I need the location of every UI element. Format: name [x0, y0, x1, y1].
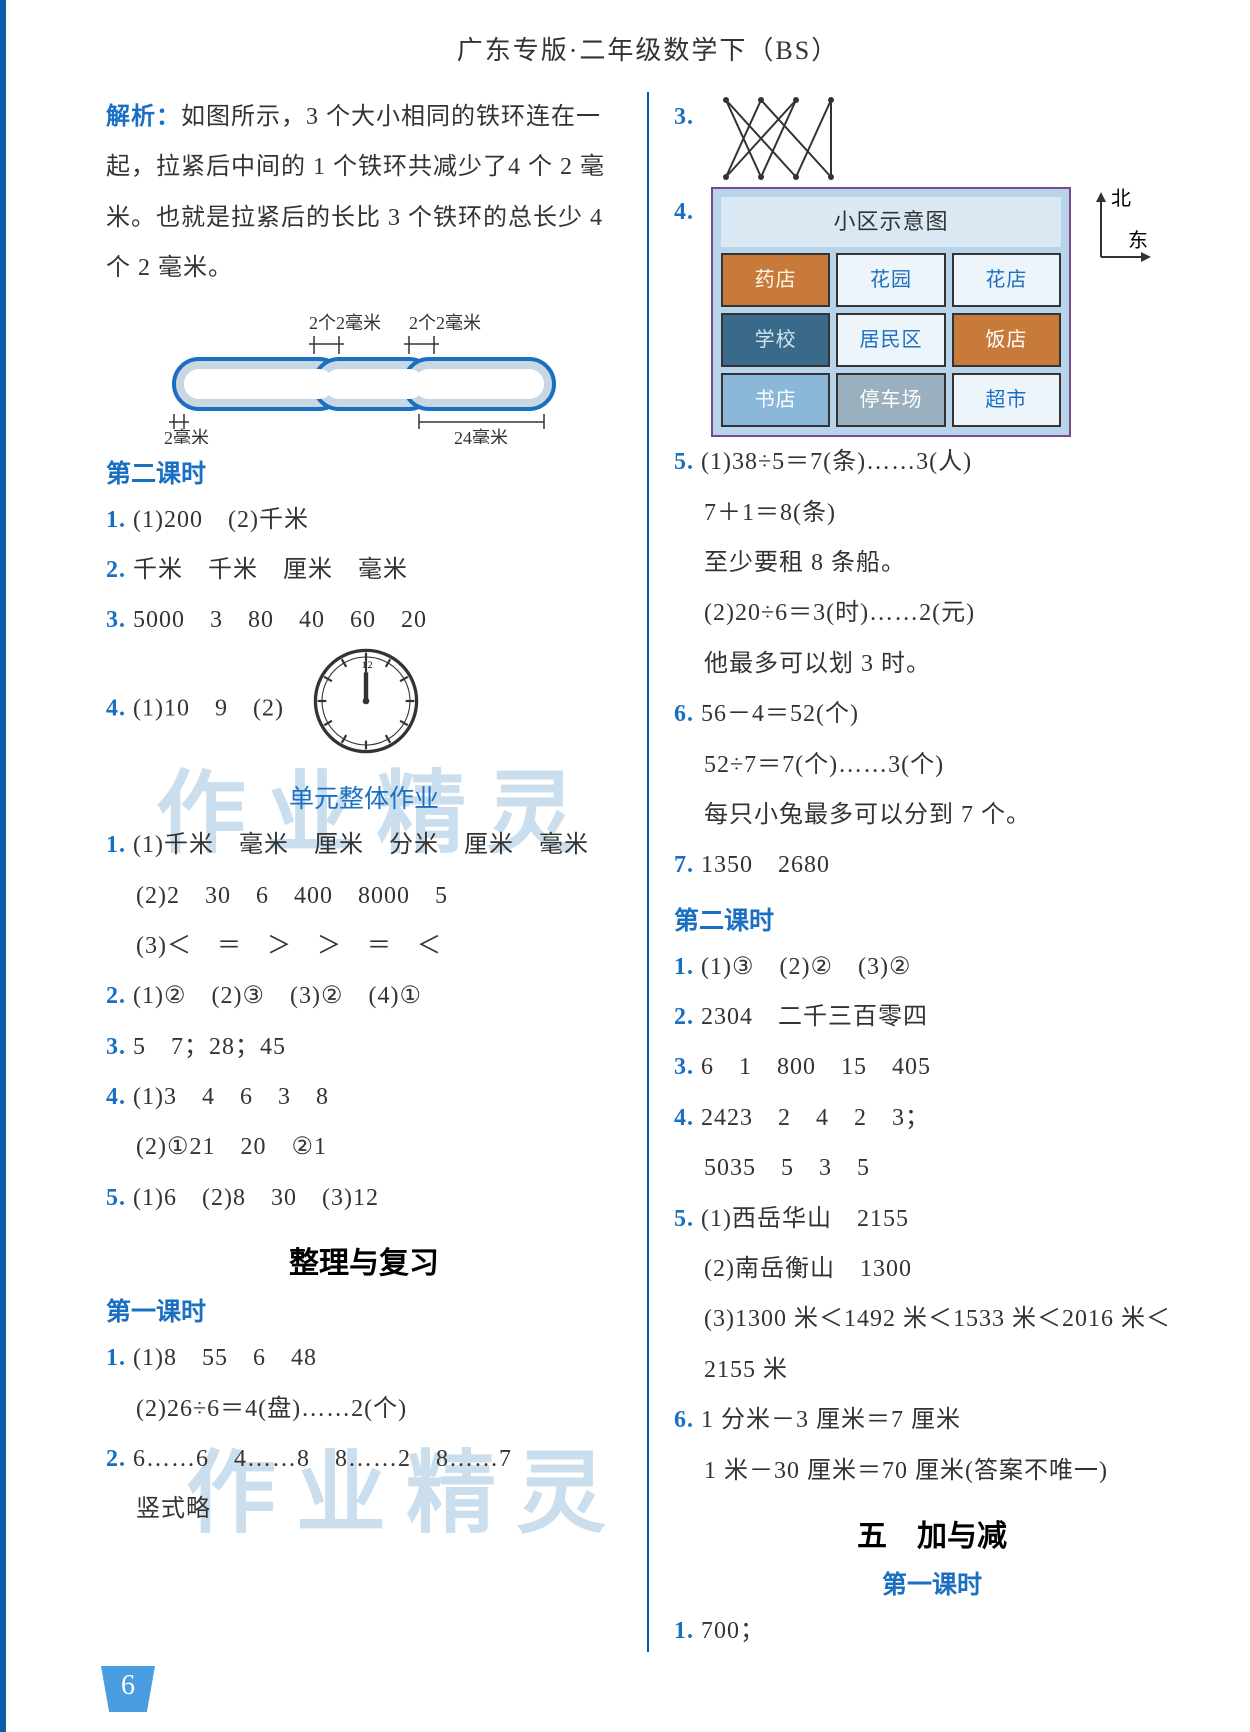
- clock-diagram: 12: [311, 646, 421, 774]
- map-cell: 停车场: [836, 373, 945, 427]
- l2q6-2: 1 米－30 厘米＝70 厘米(答案不唯一): [674, 1446, 1190, 1496]
- page-header: 广东专版·二年级数学下（BS）: [106, 30, 1190, 67]
- u1-2: (2)2 30 6 400 8000 5: [106, 871, 622, 921]
- compass-east: 东: [1128, 229, 1149, 252]
- l2q2: 2. 2304 二千三百零四: [674, 992, 1190, 1042]
- page-number: 6: [101, 1666, 155, 1712]
- u5: 5. (1)6 (2)8 30 (3)12: [106, 1173, 622, 1223]
- u2: 2. (1)② (2)③ (3)② (4)①: [106, 971, 622, 1021]
- r2b: 竖式略: [106, 1484, 622, 1534]
- x-matching-diagram: [711, 92, 841, 187]
- l2-q4: 4. (1)10 9 (2) 12: [106, 646, 622, 774]
- u3: 3. 5 7；28；45: [106, 1022, 622, 1072]
- map-title: 小区示意图: [721, 197, 1061, 247]
- review-title: 整理与复习: [106, 1238, 622, 1282]
- lesson1-title: 第一课时: [106, 1292, 622, 1328]
- r-q4: 4. 小区示意图 药店花园花店学校居民区饭店书店停车场超市 北 东: [674, 187, 1190, 437]
- r1-2: (2)26÷6＝4(盘)……2(个): [106, 1384, 622, 1434]
- l2q5-4: 2155 米: [674, 1345, 1190, 1395]
- map-cell: 饭店: [952, 313, 1061, 367]
- map-box: 小区示意图 药店花园花店学校居民区饭店书店停车场超市: [711, 187, 1071, 437]
- analysis-label: 解析：: [106, 104, 181, 130]
- r-q5-2: 7＋1＝8(条): [674, 488, 1190, 538]
- l2q4-1: 4. 2423 2 4 2 3；: [674, 1093, 1190, 1143]
- r-q6-3: 每只小兔最多可以分到 7 个。: [674, 790, 1190, 840]
- r-q7: 7. 1350 2680: [674, 840, 1190, 890]
- r-q6-1: 6. 56－4＝52(个): [674, 689, 1190, 739]
- chain-label-tr: 2个2毫米: [409, 313, 481, 333]
- u1-1: 1. (1)千米 毫米 厘米 分米 厘米 毫米: [106, 820, 622, 870]
- r-q5-5: 他最多可以划 3 时。: [674, 639, 1190, 689]
- map-cell: 超市: [952, 373, 1061, 427]
- r-q3: 3.: [674, 92, 1190, 187]
- compass-north: 北: [1111, 187, 1132, 210]
- r2: 2. 6……6 4……8 8……2 8……7: [106, 1434, 622, 1484]
- column-divider: [647, 92, 649, 1652]
- chapter5-title: 五 加与减: [674, 1511, 1190, 1555]
- r1-1: 1. (1)8 55 6 48: [106, 1333, 622, 1383]
- u4-2: (2)①21 20 ②1: [106, 1122, 622, 1172]
- content-columns: 解析：如图所示，3 个大小相同的铁环连在一起，拉紧后中间的 1 个铁环共减少了4…: [106, 92, 1190, 1652]
- r-q5-4: (2)20÷6＝3(时)……2(元): [674, 588, 1190, 638]
- r-q5-1: 5. (1)38÷5＝7(条)……3(人): [674, 437, 1190, 487]
- page-footer: 6: [101, 1666, 155, 1712]
- unit-work-title: 单元整体作业: [106, 779, 622, 815]
- analysis-block: 解析：如图所示，3 个大小相同的铁环连在一起，拉紧后中间的 1 个铁环共减少了4…: [106, 92, 622, 294]
- u1-3: (3)＜ ＝ ＞ ＞ ＝ ＜: [106, 921, 622, 971]
- analysis-text: 如图所示，3 个大小相同的铁环连在一起，拉紧后中间的 1 个铁环共减少了4 个 …: [106, 104, 605, 281]
- l2-q3: 3. 5000 3 80 40 60 20: [106, 595, 622, 645]
- map-cell: 居民区: [836, 313, 945, 367]
- chain-label-br: 24毫米: [454, 428, 508, 444]
- l2q3: 3. 6 1 800 15 405: [674, 1042, 1190, 1092]
- l2q5-1: 5. (1)西岳华山 2155: [674, 1194, 1190, 1244]
- chain-diagram: 2个2毫米 2个2毫米 2毫米 24毫米: [164, 304, 564, 444]
- map-grid: 药店花园花店学校居民区饭店书店停车场超市: [721, 253, 1061, 427]
- left-column: 解析：如图所示，3 个大小相同的铁环连在一起，拉紧后中间的 1 个铁环共减少了4…: [106, 92, 622, 1652]
- u4-1: 4. (1)3 4 6 3 8: [106, 1072, 622, 1122]
- l2q1: 1. (1)③ (2)② (3)②: [674, 942, 1190, 992]
- c5-q1: 1. 700；: [674, 1606, 1190, 1656]
- c5-lesson1: 第一课时: [674, 1565, 1190, 1601]
- right-column: 3. 4.: [674, 92, 1190, 1652]
- r-lesson2-title: 第二课时: [674, 901, 1190, 937]
- l2q5-2: (2)南岳衡山 1300: [674, 1244, 1190, 1294]
- map-cell: 药店: [721, 253, 830, 307]
- map-cell: 花店: [952, 253, 1061, 307]
- l2q6-1: 6. 1 分米－3 厘米＝7 厘米: [674, 1395, 1190, 1445]
- r-q6-2: 52÷7＝7(个)……3(个): [674, 740, 1190, 790]
- map-cell: 学校: [721, 313, 830, 367]
- l2-q2: 2. 千米 千米 厘米 毫米: [106, 545, 622, 595]
- svg-text:12: 12: [362, 660, 374, 671]
- l2q5-3: (3)1300 米＜1492 米＜1533 米＜2016 米＜: [674, 1294, 1190, 1344]
- lesson2-title: 第二课时: [106, 454, 622, 490]
- compass-icon: 北 东: [1086, 187, 1156, 285]
- chain-label-bl: 2毫米: [164, 428, 209, 444]
- map-cell: 书店: [721, 373, 830, 427]
- chain-label-tl: 2个2毫米: [309, 313, 381, 333]
- l2-q1: 1. (1)200 (2)千米: [106, 495, 622, 545]
- map-cell: 花园: [836, 253, 945, 307]
- l2q4-2: 5035 5 3 5: [674, 1143, 1190, 1193]
- page: 广东专版·二年级数学下（BS） 作业精灵 作业精灵 解析：如图所示，3 个大小相…: [0, 0, 1250, 1732]
- r-q5-3: 至少要租 8 条船。: [674, 538, 1190, 588]
